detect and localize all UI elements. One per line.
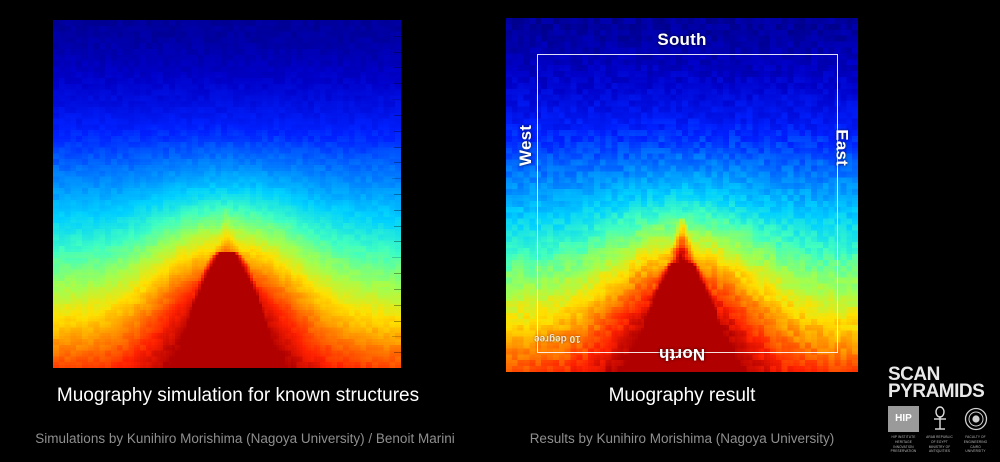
caption-result: Muography result	[608, 385, 756, 406]
partner-hip: HIP HIP INSTITUTE HERITAGE INNOVATION PR…	[888, 405, 919, 454]
caption-simulation: Muography simulation for known structure…	[56, 385, 420, 406]
compass-label-south: South	[657, 30, 707, 49]
partner-ministry: ARAB REPUBLIC OF EGYPT MINISTRY OF ANTIQ…	[924, 406, 955, 454]
partner-caption-ministry: ARAB REPUBLIC OF EGYPT MINISTRY OF ANTIQ…	[926, 434, 953, 454]
credit-result: Results by Kunihiro Morishima (Nagoya Un…	[529, 431, 835, 446]
partner-caption-cairo: FACULTY OF ENGINEERING CAIRO UNIVERSITY	[963, 434, 988, 454]
partner-caption-hip: HIP INSTITUTE HERITAGE INNOVATION PRESER…	[890, 434, 917, 454]
seal-icon	[960, 406, 991, 432]
partner-cairo-university: FACULTY OF ENGINEERING CAIRO UNIVERSITY	[960, 406, 991, 454]
simulation-heatmap	[53, 20, 401, 368]
result-heatmap	[506, 18, 858, 372]
compass-label-west: West	[516, 124, 535, 166]
credit-simulation: Simulations by Kunihiro Morishima (Nagoy…	[35, 431, 455, 446]
hip-icon: HIP	[888, 405, 919, 432]
muography-result-image: South North West East 10 degree	[506, 18, 858, 372]
muography-simulation-image	[53, 20, 401, 368]
simulation-heatmap-canvas	[53, 20, 401, 368]
result-heatmap-canvas	[506, 18, 858, 372]
angular-scale-label: 10 degree	[534, 333, 581, 344]
ankh-icon	[924, 406, 955, 432]
compass-label-north: North	[658, 345, 706, 364]
logo-text-scan: SCAN	[888, 364, 940, 385]
scan-pyramids-logo: SCAN PYRAMIDS HIP HIP INSTITUTE HERITAGE…	[888, 364, 992, 456]
logo-partner-list: HIP HIP INSTITUTE HERITAGE INNOVATION PR…	[888, 405, 992, 454]
logo-text-pyramids: PYRAMIDS	[888, 381, 985, 403]
compass-label-east: East	[833, 129, 852, 166]
